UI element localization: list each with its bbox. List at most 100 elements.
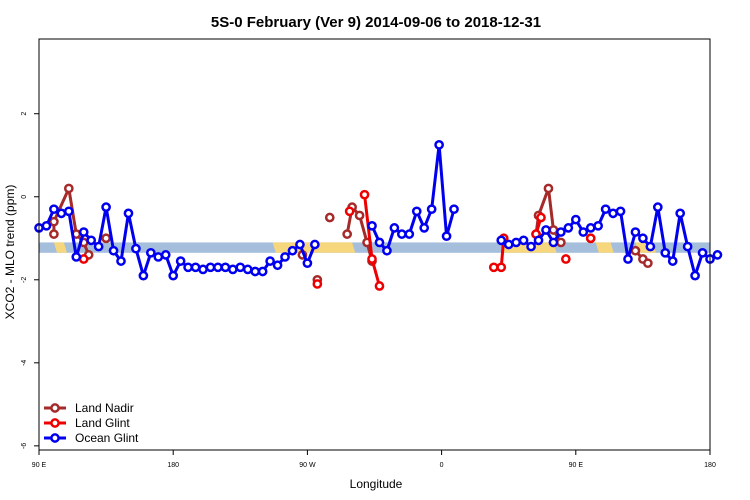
legend-label: Ocean Glint <box>75 431 139 445</box>
data-point <box>541 225 551 235</box>
data-point <box>168 270 179 281</box>
data-point <box>608 208 618 219</box>
data-point <box>645 241 656 252</box>
data-point <box>190 262 201 273</box>
data-point <box>250 266 261 277</box>
data-point <box>488 262 499 273</box>
data-point <box>312 279 323 289</box>
data-point <box>630 227 641 237</box>
data-point <box>213 262 223 273</box>
data-point <box>101 202 111 212</box>
data-point <box>441 231 452 242</box>
data-point <box>536 212 546 223</box>
data-point <box>78 254 89 264</box>
data-point <box>496 235 507 246</box>
data-point <box>449 204 459 215</box>
data-point <box>310 239 320 250</box>
data-point <box>426 204 437 215</box>
x-tick-label: 0 <box>440 462 444 469</box>
data-point <box>153 252 164 262</box>
data-point <box>138 270 149 281</box>
data-point <box>404 229 415 239</box>
data-point <box>49 204 59 215</box>
plot-series <box>34 140 723 291</box>
legend-label: Land Nadir <box>75 401 134 415</box>
data-point <box>690 270 700 281</box>
data-point <box>411 206 422 217</box>
legend-label: Land Glint <box>75 416 130 430</box>
y-tick-label: 2 <box>21 112 28 116</box>
data-point <box>548 237 559 248</box>
data-point <box>374 281 385 291</box>
data-point <box>367 254 377 264</box>
chart-title: 5S-0 February (Ver 9) 2014-09-06 to 2018… <box>211 14 541 31</box>
y-tick-label: -6 <box>21 443 28 449</box>
data-point <box>93 241 104 252</box>
x-tick-label: 180 <box>167 462 179 469</box>
data-point <box>667 256 678 266</box>
data-point <box>175 256 186 266</box>
data-point <box>287 245 298 256</box>
series-ocean-glint <box>34 140 723 281</box>
data-point <box>71 252 82 262</box>
data-point <box>324 212 335 223</box>
data-point <box>183 262 193 273</box>
x-tick-label: 90 W <box>299 462 316 469</box>
data-point <box>511 237 522 248</box>
data-point <box>660 247 671 258</box>
data-point <box>600 204 611 215</box>
band-ocean <box>39 242 710 253</box>
legend-marker <box>50 403 60 413</box>
plot-frame <box>38 38 711 451</box>
data-point <box>56 208 67 219</box>
y-axis-label: XCO2 - MLO trend (ppm) <box>3 185 17 320</box>
data-point <box>638 233 648 244</box>
data-point <box>131 243 141 254</box>
series-line <box>500 205 719 278</box>
x-axis-label: Longitude <box>350 477 403 491</box>
data-point <box>359 189 370 200</box>
data-point <box>265 256 275 266</box>
data-point <box>220 262 231 273</box>
data-point <box>354 210 365 221</box>
data-point <box>123 208 134 219</box>
data-point <box>49 229 59 239</box>
data-point <box>235 262 246 273</box>
x-tick-label: 90 E <box>32 462 47 469</box>
data-point <box>280 252 290 262</box>
y-tick-label: 0 <box>21 195 28 199</box>
data-point <box>623 254 633 264</box>
data-point <box>86 235 97 246</box>
data-point <box>556 227 566 237</box>
data-point <box>563 223 574 233</box>
data-point <box>643 258 653 269</box>
data-point <box>257 266 268 277</box>
data-point <box>374 237 385 248</box>
data-point <box>630 245 641 256</box>
data-point <box>389 223 400 233</box>
data-point <box>434 140 444 150</box>
data-point <box>382 245 392 256</box>
band-land <box>53 242 67 253</box>
data-point <box>556 237 566 248</box>
data-point <box>272 260 283 271</box>
data-point <box>295 239 305 250</box>
data-point <box>342 229 353 239</box>
legend-marker <box>50 433 60 443</box>
data-point <box>160 250 171 260</box>
data-point <box>242 264 253 275</box>
data-point <box>78 227 89 237</box>
data-point <box>585 223 596 233</box>
series-land-glint <box>78 189 596 291</box>
y-axis: -6 -4 -2 0 2 <box>21 112 39 449</box>
data-point <box>503 239 514 250</box>
data-point <box>526 241 536 252</box>
data-point <box>344 206 355 217</box>
data-point <box>419 223 430 233</box>
data-point <box>302 258 313 269</box>
band-land <box>595 242 614 253</box>
data-point <box>227 264 238 275</box>
data-point <box>518 235 529 246</box>
data-point <box>145 247 156 258</box>
